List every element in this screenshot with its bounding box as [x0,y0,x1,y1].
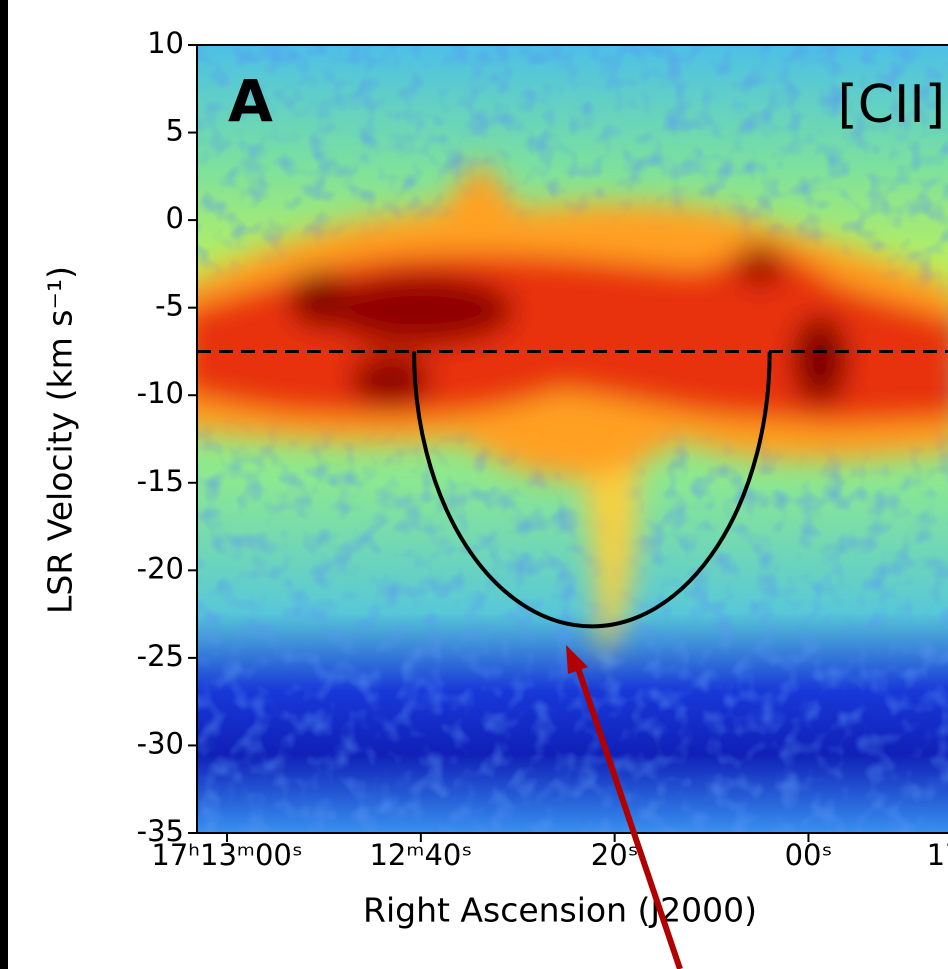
axes-frame [196,44,948,834]
x-tick-label: 17ʰ13ᵐ00ˢ [151,838,302,872]
y-tick-label: -10 [137,376,184,410]
y-tick-label: -35 [137,814,184,848]
y-axis-title: LSR Velocity (km s⁻¹) [41,266,80,614]
arrow [573,661,683,969]
y-tick-label: -15 [137,464,184,498]
y-tick-label: 0 [166,201,184,235]
x-tick-label: 00ˢ [785,838,833,872]
line-label: [CII] [837,75,945,135]
arrow-head [566,645,588,674]
y-tick-label: -25 [137,639,184,673]
expansion-arc [412,351,772,629]
x-tick-label: 20ˢ [591,838,639,872]
y-tick-label: 10 [147,26,184,60]
intensity-map [197,45,948,833]
x-tick-label: 17ʰ11ᵐ40ˢ [927,838,948,872]
y-tick-label: -30 [137,726,184,760]
y-tick-label: 5 [166,114,184,148]
y-tick-label: -20 [137,551,184,585]
x-axis-title: Right Ascension (J2000) [363,891,757,930]
x-tick-label: 12ᵐ40ˢ [369,838,472,872]
panel-label: A [228,67,273,135]
y-tick-label: -5 [155,289,184,323]
